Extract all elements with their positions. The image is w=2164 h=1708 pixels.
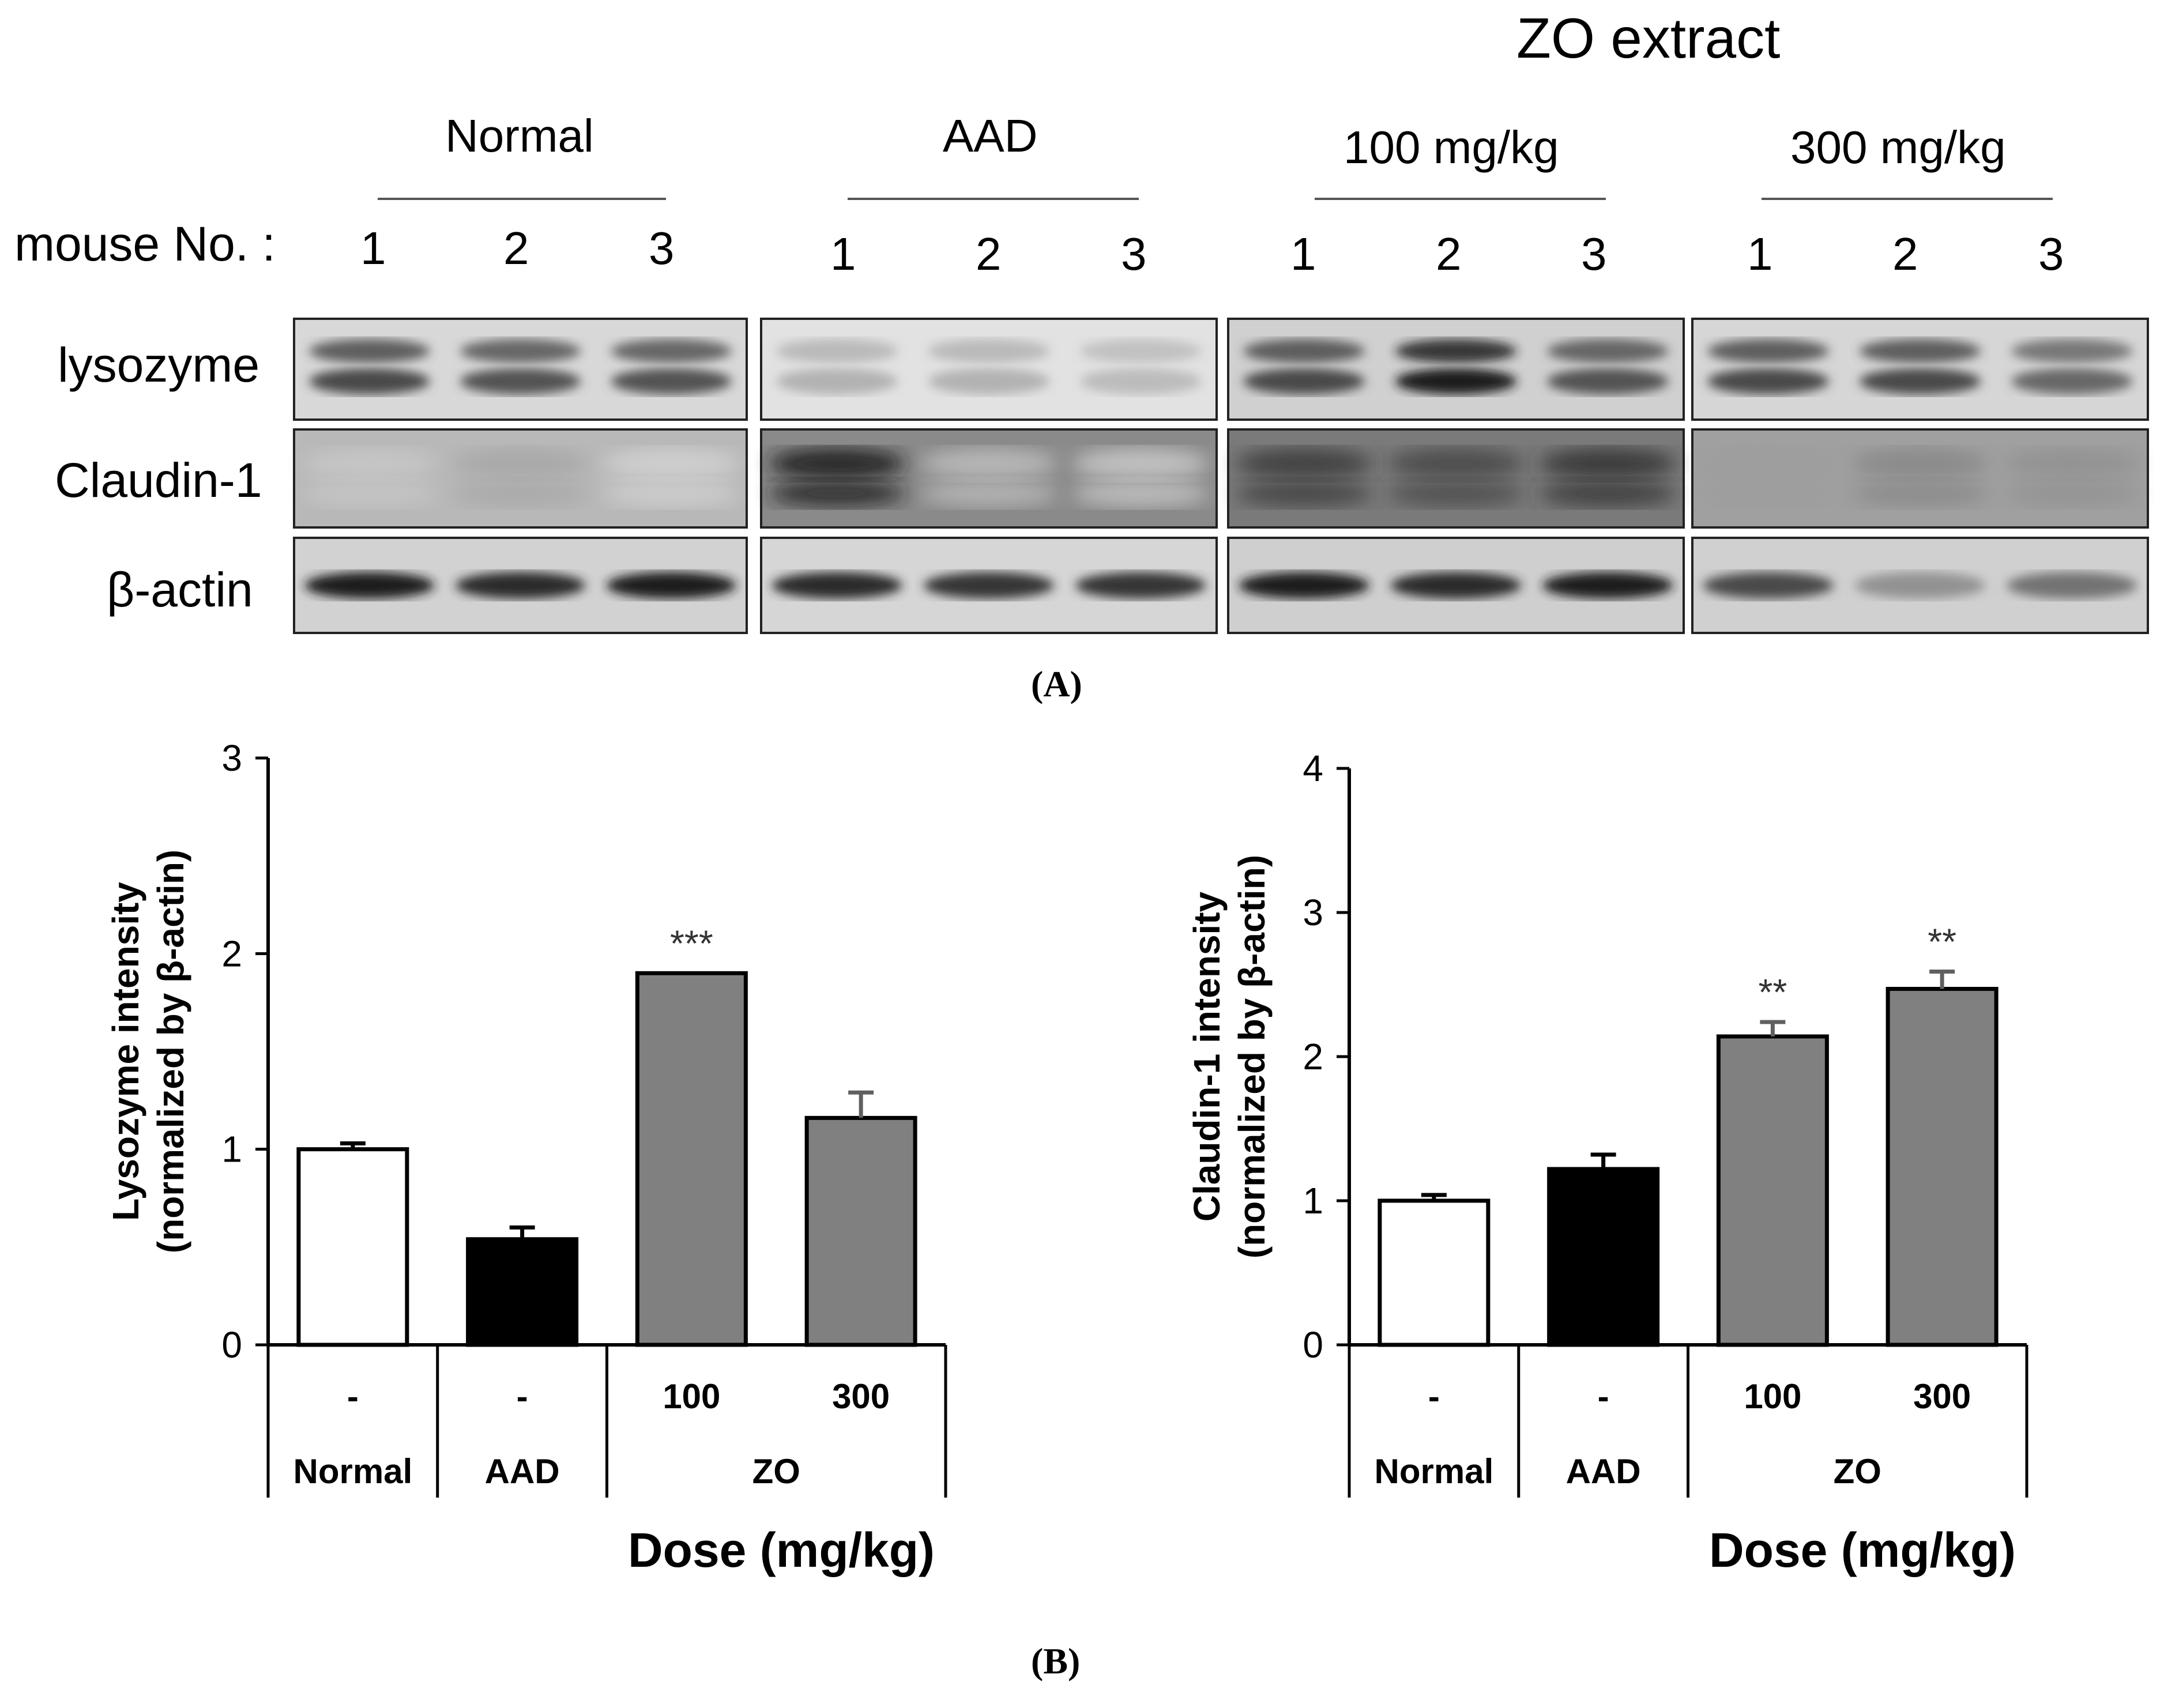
blot-image (293, 318, 2149, 634)
blot-strip (1691, 537, 2149, 634)
y-axis-label: Lysozyme intensity(normalized by β-actin… (105, 850, 191, 1253)
bar (296, 1147, 409, 1347)
lane-number: 3 (1581, 228, 1607, 280)
group-label: ZO (1834, 1452, 1881, 1491)
blot-strip (760, 318, 1218, 421)
group-label: AAD (1566, 1452, 1641, 1491)
blot-strip (293, 318, 748, 421)
group-label-zo-100: 100 mg/kg (1343, 122, 1559, 173)
group-label-aad: AAD (943, 110, 1038, 161)
significance-marker: ** (1758, 971, 1787, 1013)
group-label: ZO (752, 1452, 800, 1491)
dose-label: - (1428, 1377, 1440, 1416)
y-tick-label: 1 (221, 1129, 242, 1170)
significance-marker: ** (1928, 921, 1956, 963)
lane-row-label: mouse No. : (14, 217, 276, 271)
dose-label: - (517, 1377, 528, 1416)
blot-strip (1227, 318, 1685, 421)
group-line-zo-100 (1315, 198, 1606, 200)
group-label: Normal (293, 1452, 413, 1491)
blot-strip (1227, 428, 1685, 529)
bar (804, 1115, 917, 1347)
group-line-aad (848, 198, 1139, 200)
lysozyme-chart: 0 1 2 3 - - *** 100 300 Normal AAD ZO Dose (mg/kg) Ly… (105, 737, 947, 1577)
lane-number: 2 (976, 228, 1002, 280)
bar (1378, 1198, 1491, 1347)
bar-charts: 0 1 2 3 - - *** 100 300 Normal AAD ZO Dose (mg/kg) Ly… (105, 737, 2028, 1577)
blot-strip (1691, 428, 2149, 529)
dose-label: - (347, 1377, 359, 1416)
lane-number: 3 (1121, 228, 1147, 280)
bar (466, 1237, 579, 1347)
row-label-lysozyme: lysozyme (58, 338, 260, 392)
bar (1716, 1034, 1829, 1347)
bar (1547, 1167, 1660, 1347)
y-tick-label: 2 (1303, 1036, 1323, 1077)
blot-strip (1227, 537, 1685, 634)
y-tick-label: 4 (1303, 748, 1323, 789)
y-axis-label: Claudin-1 intensity(normalized by β-acti… (1186, 855, 1273, 1258)
lane-number: 1 (360, 223, 386, 274)
group-label-normal: Normal (445, 110, 594, 161)
y-tick-label: 2 (221, 933, 242, 974)
bar (1885, 987, 1999, 1347)
bar (635, 971, 748, 1347)
blot-strip (1691, 318, 2149, 421)
lane-number: 1 (830, 228, 856, 280)
lane-number: 2 (503, 223, 529, 274)
blot-title: ZO extract (1516, 6, 1781, 70)
blot-strip (760, 428, 1218, 529)
x-axis-label: Dose (mg/kg) (628, 1523, 935, 1577)
y-tick-label: 3 (1303, 892, 1323, 933)
lane-number: 3 (649, 223, 675, 274)
group-label: Normal (1375, 1452, 1494, 1491)
blot-strip (293, 428, 748, 529)
x-axis-label: Dose (mg/kg) (1709, 1523, 2016, 1577)
blot-strip (293, 537, 748, 634)
blot-strip (760, 537, 1218, 634)
panel-label-a: (A) (1031, 663, 1082, 704)
dose-label: 300 (1913, 1377, 1971, 1416)
lane-number: 1 (1290, 228, 1316, 280)
dose-label: 100 (663, 1377, 720, 1416)
group-label-zo-300: 300 mg/kg (1790, 122, 2006, 173)
group-line-normal (378, 198, 666, 200)
dose-label: 100 (1744, 1377, 1801, 1416)
y-tick-label: 0 (1303, 1324, 1323, 1366)
dose-label: - (1598, 1377, 1609, 1416)
lane-number: 1 (1747, 228, 1773, 280)
group-label: AAD (485, 1452, 560, 1491)
y-tick-label: 1 (1303, 1180, 1323, 1221)
y-tick-label: 0 (221, 1324, 242, 1366)
panel-label-b: (B) (1031, 1641, 1081, 1681)
dose-label: 300 (832, 1377, 890, 1416)
row-label-claudin-1: Claudin-1 (55, 453, 262, 507)
group-line-zo-300 (1762, 198, 2053, 200)
claudin-1-chart: 0 1 2 3 4 - - ** 100 ** 300 Normal AAD ZO Dose (mg/kg)… (1186, 748, 2028, 1577)
row-label-beta-actin: β-actin (107, 563, 253, 617)
significance-marker: *** (670, 922, 713, 964)
lane-number: 3 (2038, 228, 2064, 280)
lane-number: 2 (1436, 228, 1462, 280)
y-tick-label: 3 (221, 737, 242, 779)
lane-number: 2 (1892, 228, 1918, 280)
